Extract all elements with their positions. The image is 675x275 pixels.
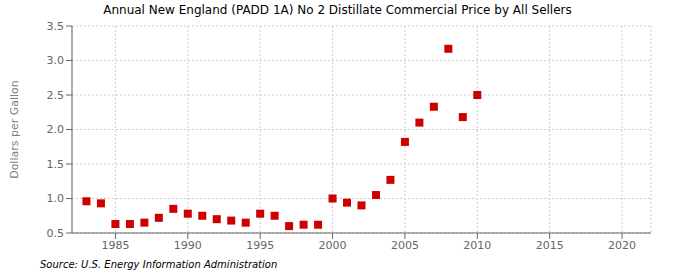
svg-text:2.0: 2.0 — [47, 123, 65, 136]
html-text:Annual New England (PADD 1A) N: Annual New England (PADD 1A) No 2 Distil… — [103, 3, 572, 17]
svg-text:3.5: 3.5 — [47, 20, 65, 33]
svg-text:2000: 2000 — [319, 239, 347, 252]
svg-text:2005: 2005 — [391, 239, 419, 252]
svg-text:0.5: 0.5 — [47, 227, 65, 240]
svg-text:2.5: 2.5 — [47, 89, 65, 102]
svg-text:3.0: 3.0 — [47, 54, 65, 67]
svg-text:2010: 2010 — [463, 239, 491, 252]
svg-text:1995: 1995 — [246, 239, 274, 252]
svg-text:1.0: 1.0 — [47, 192, 65, 205]
svg-text:1.5: 1.5 — [47, 158, 65, 171]
svg-text:2015: 2015 — [536, 239, 564, 252]
svg-text:2020: 2020 — [608, 239, 636, 252]
svg-text:Dollars per Gallon: Dollars per Gallon — [8, 80, 21, 179]
html-text:Source: U.S. Energy Informatio: Source: U.S. Energy Information Administ… — [40, 259, 278, 270]
svg-text:1990: 1990 — [174, 239, 202, 252]
svg-text:1985: 1985 — [101, 239, 129, 252]
